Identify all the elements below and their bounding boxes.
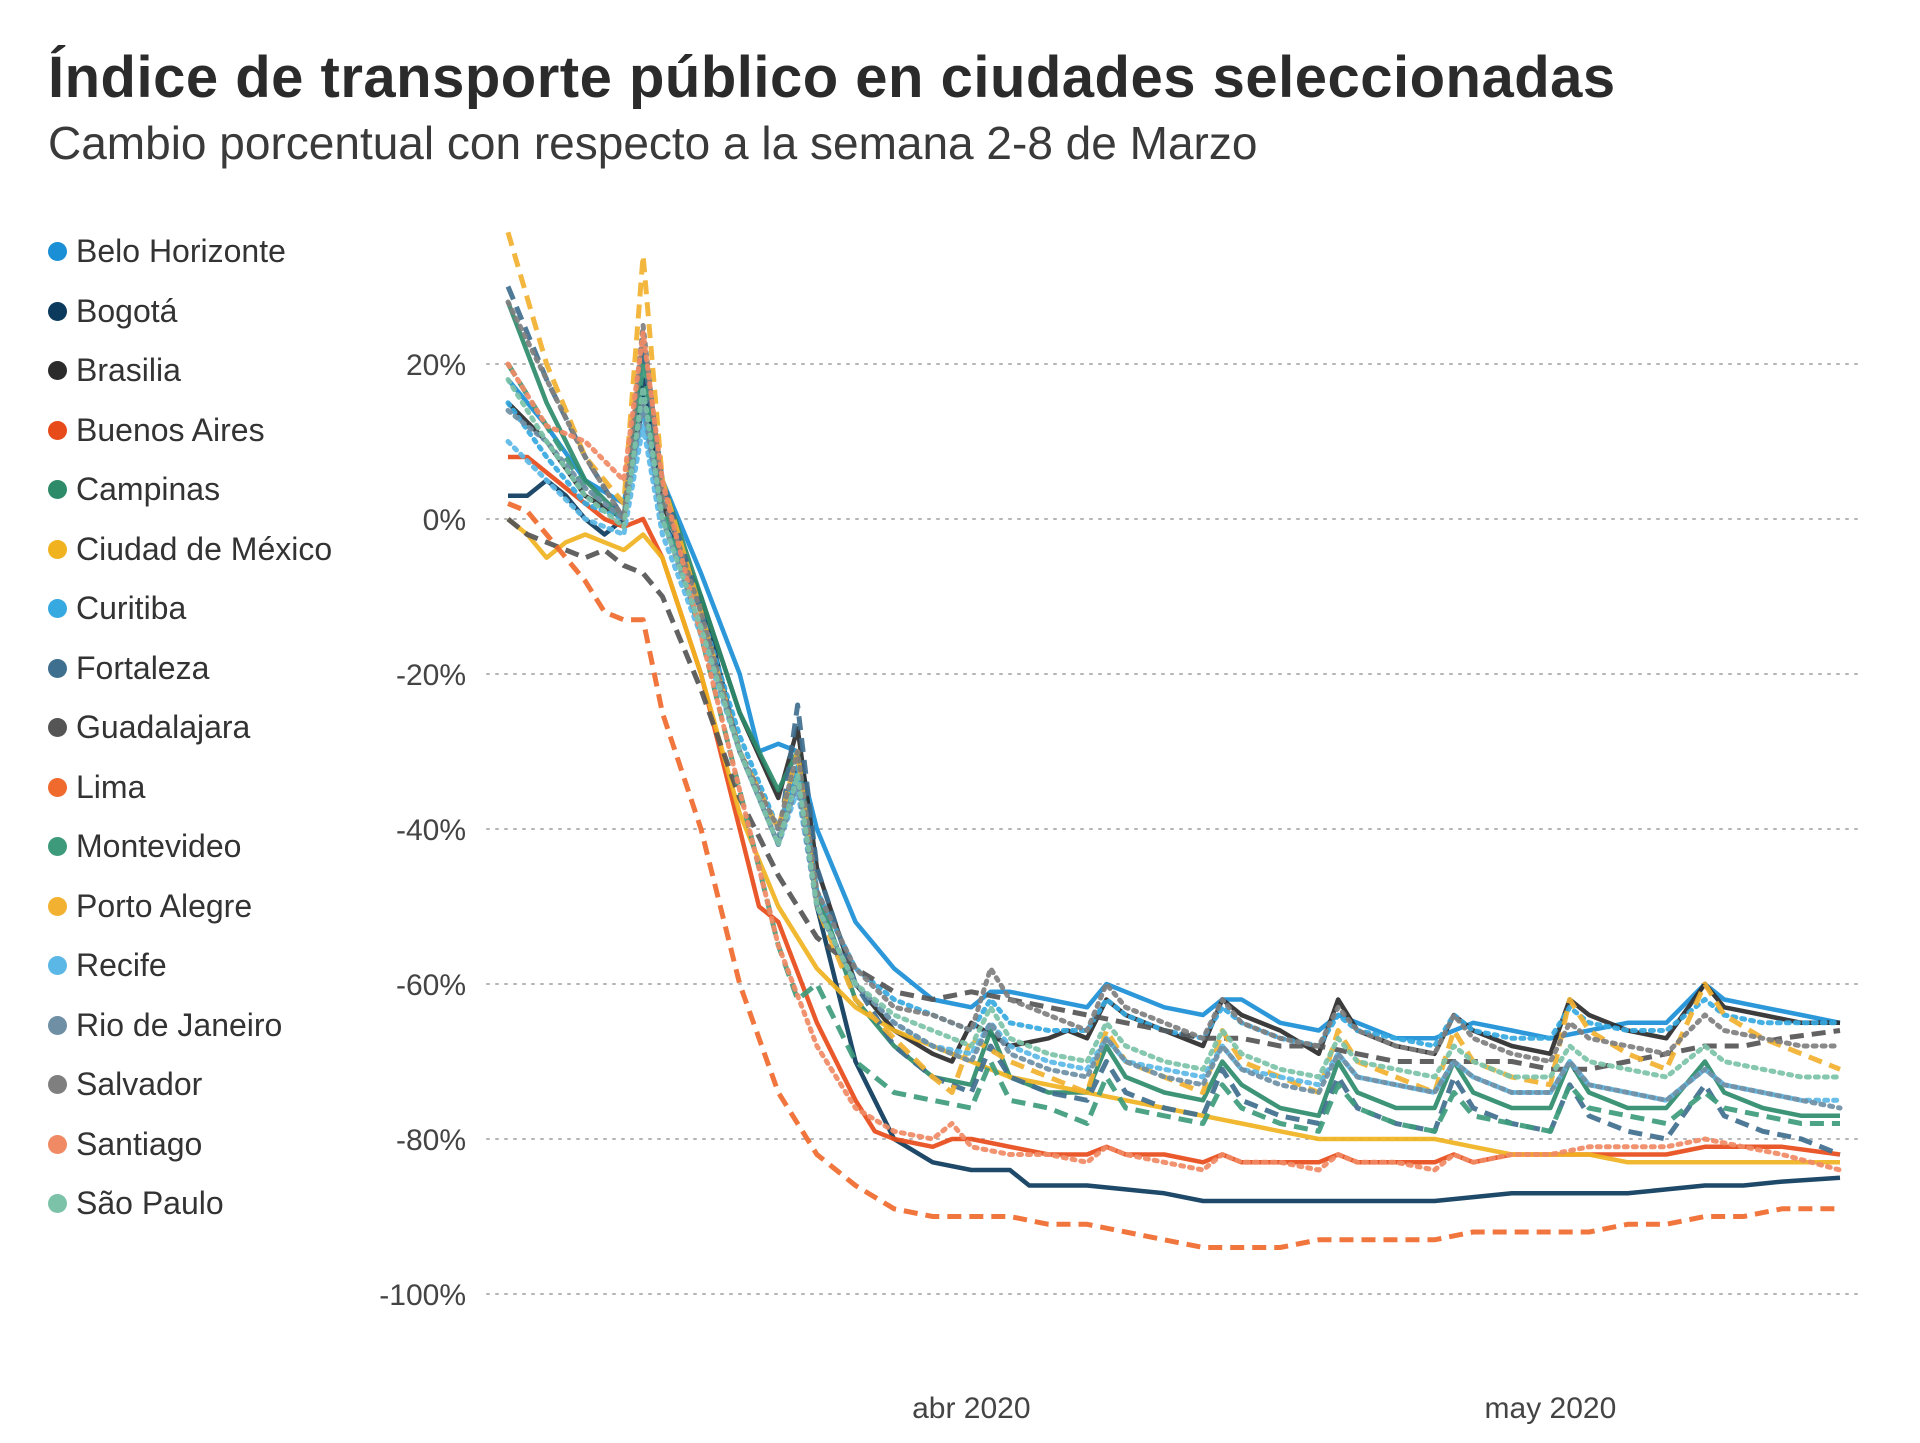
series-line-recife [508, 426, 1840, 1100]
series-line-rio-de-janeiro [508, 403, 1840, 1108]
series-line-salvador [508, 302, 1840, 1062]
y-tick-label: -80% [396, 1124, 466, 1157]
y-tick-label: -100% [379, 1279, 466, 1312]
series-line-santiago [508, 333, 1840, 1170]
x-tick-label: may 2020 [1485, 1392, 1617, 1425]
y-tick-label: -60% [396, 969, 466, 1002]
series-line-montevideo [508, 364, 1840, 1131]
y-tick-label: 20% [406, 349, 466, 382]
line-chart: 20% 0% -20% -40% -60% -80% -100% abr 2020 may 20… [0, 0, 1920, 1443]
series-line-brasilia [508, 403, 1840, 1062]
series-line-guadalajara [508, 519, 1840, 1069]
series-line-curitiba [508, 403, 1840, 1046]
y-tick-label: -20% [396, 659, 466, 692]
y-tick-label: 0% [423, 504, 466, 537]
series-line-sao-paulo [508, 380, 1840, 1078]
y-tick-label: -40% [396, 814, 466, 847]
x-tick-label: abr 2020 [912, 1392, 1030, 1425]
